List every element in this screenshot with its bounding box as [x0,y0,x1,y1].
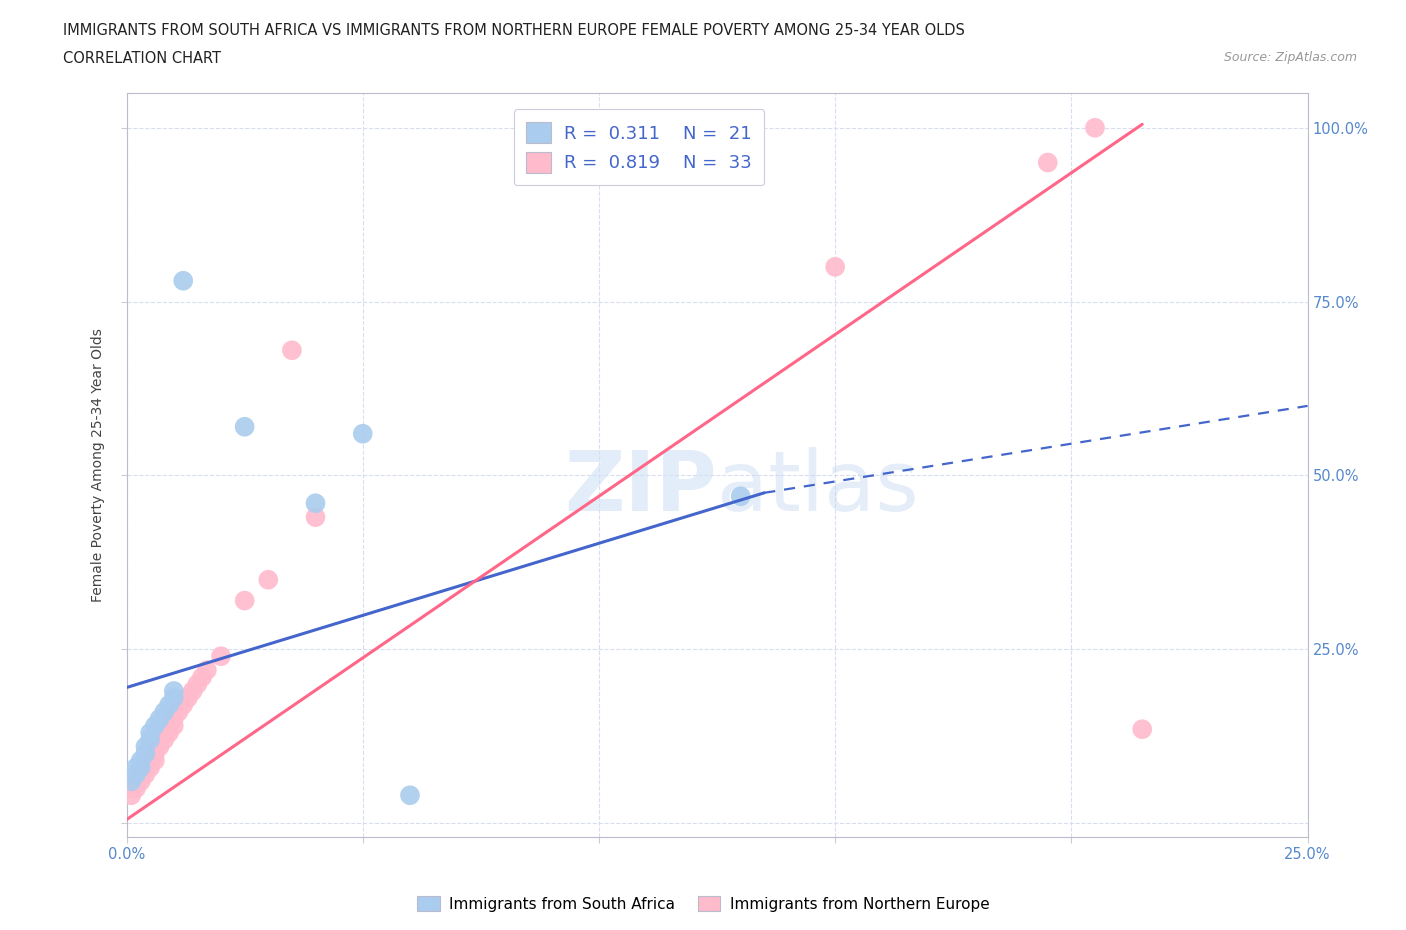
Point [143,753,166,768]
Point [233,593,256,608]
Point [172,273,194,288]
Text: Source: ZipAtlas.com: Source: ZipAtlas.com [1223,51,1357,64]
Point [195,663,218,678]
Point [163,711,186,726]
Point [134,739,156,754]
Point [177,690,200,705]
Point [125,760,148,775]
Point [1130,722,1153,737]
Point [129,760,152,775]
Legend: Immigrants from South Africa, Immigrants from Northern Europe: Immigrants from South Africa, Immigrants… [411,889,995,918]
Text: ZIP: ZIP [565,446,717,528]
Point [257,572,280,587]
Point [163,690,186,705]
Point [134,746,156,761]
Point [172,698,194,712]
Point [139,760,162,775]
Point [233,419,256,434]
Text: IMMIGRANTS FROM SOUTH AFRICA VS IMMIGRANTS FROM NORTHERN EUROPE FEMALE POVERTY A: IMMIGRANTS FROM SOUTH AFRICA VS IMMIGRAN… [63,23,965,38]
Point [139,732,162,747]
Point [157,725,180,740]
Point [125,781,148,796]
Point [120,788,142,803]
Point [143,746,166,761]
Point [191,670,214,684]
Point [281,343,304,358]
Y-axis label: Female Poverty Among 25-34 Year Olds: Female Poverty Among 25-34 Year Olds [91,328,105,602]
Text: atlas: atlas [717,446,918,528]
Point [163,684,186,698]
Point [167,704,190,719]
Point [125,774,148,789]
Point [209,649,232,664]
Text: CORRELATION CHART: CORRELATION CHART [63,51,221,66]
Point [139,753,162,768]
Point [153,732,176,747]
Point [399,788,422,803]
Point [1036,155,1059,170]
Legend: R =  0.311    N =  21, R =  0.819    N =  33: R = 0.311 N = 21, R = 0.819 N = 33 [513,110,765,185]
Point [120,774,142,789]
Point [1084,120,1107,135]
Point [153,704,176,719]
Point [181,684,204,698]
Point [186,677,208,692]
Point [139,725,162,740]
Point [120,781,142,796]
Point [163,718,186,733]
Point [134,767,156,782]
Point [129,767,152,782]
Point [730,489,752,504]
Point [352,426,374,441]
Point [304,510,326,525]
Point [125,767,148,782]
Point [129,774,152,789]
Point [304,496,326,511]
Point [134,760,156,775]
Point [129,753,152,768]
Point [149,739,172,754]
Point [149,711,172,726]
Point [143,718,166,733]
Point [157,698,180,712]
Point [824,259,846,274]
